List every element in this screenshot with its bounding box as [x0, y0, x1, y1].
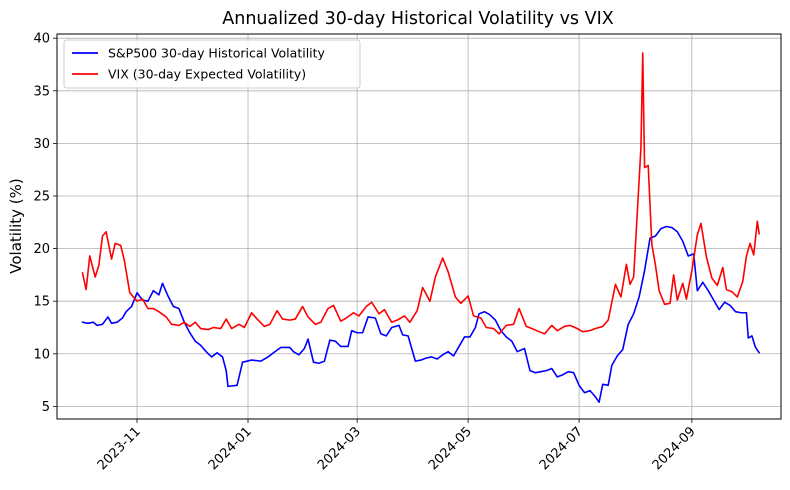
y-axis-label: Volatility (%) — [7, 178, 25, 274]
y-tick-label: 40 — [33, 32, 50, 47]
y-tick-label: 35 — [33, 84, 50, 99]
y-tick-label: 25 — [33, 189, 50, 204]
y-tick-label: 5 — [42, 400, 50, 415]
plot-area-frame — [56, 33, 782, 420]
series-line-vix — [81, 52, 760, 335]
legend-label-historical: S&P500 30-day Historical Volatility — [108, 46, 326, 61]
series-line-historical-volatility — [81, 225, 760, 403]
y-tick-label: 20 — [33, 242, 50, 257]
series-lines — [81, 52, 760, 403]
legend-box — [63, 39, 361, 89]
chart-title: Annualized 30-day Historical Volatility … — [222, 9, 613, 29]
y-tick-label: 10 — [33, 347, 50, 362]
y-tick-label: 30 — [33, 137, 50, 152]
legend: S&P500 30-day Historical Volatility VIX … — [63, 39, 361, 89]
legend-label-vix: VIX (30-day Expected Volatility) — [108, 67, 306, 82]
y-tick-label: 15 — [33, 295, 50, 310]
